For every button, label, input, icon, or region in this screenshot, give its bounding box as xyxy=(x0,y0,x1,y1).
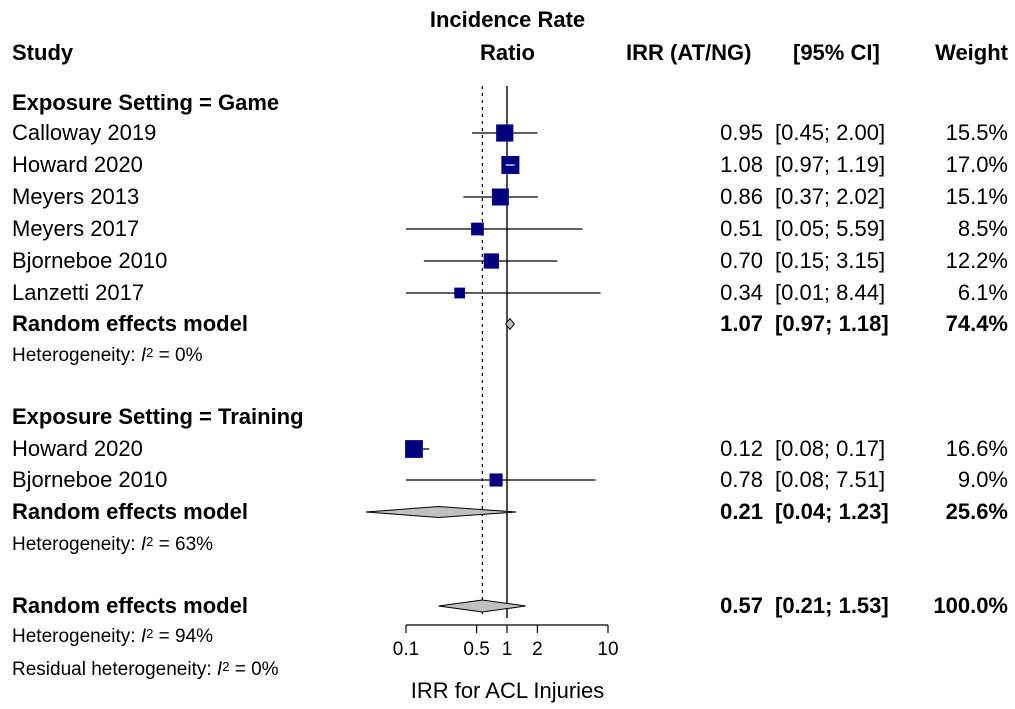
ci-value: [0.97; 1.19] xyxy=(775,152,886,177)
weight-value: 15.5% xyxy=(945,120,1008,145)
plot-title-line1: Incidence Rate xyxy=(429,7,586,32)
model-irr-value: 0.21 xyxy=(720,499,763,524)
weight-value: 15.1% xyxy=(945,184,1008,209)
x-tick-label: 1 xyxy=(502,639,513,660)
study-effect-box xyxy=(454,287,466,299)
x-tick-label: 0.5 xyxy=(463,639,489,660)
study-effect-box xyxy=(489,473,503,487)
study-effect-box xyxy=(471,222,484,236)
model-ci-value: [0.04; 1.23] xyxy=(775,499,889,524)
overall-ci-value: [0.21; 1.53] xyxy=(775,593,889,618)
irr-value: 0.95 xyxy=(720,120,763,145)
study-label: Bjorneboe 2010 xyxy=(12,248,168,273)
x-tick-label: 2 xyxy=(532,639,543,660)
model-weight-value: 25.6% xyxy=(945,499,1008,524)
subgroup-summary-diamond xyxy=(505,317,515,331)
study-label: Howard 2020 xyxy=(12,152,143,177)
weight-value: 12.2% xyxy=(945,248,1008,273)
irr-value: 0.51 xyxy=(720,216,763,241)
study-label: Meyers 2013 xyxy=(12,184,140,209)
heterogeneity-text: Heterogeneity: I2 = 63% xyxy=(12,534,214,555)
weight-value: 9.0% xyxy=(957,467,1008,492)
irr-value: 0.86 xyxy=(720,184,763,209)
overall-weight-value: 100.0% xyxy=(933,593,1008,618)
ci-value: [0.08; 7.51] xyxy=(775,467,886,492)
model-irr-value: 1.07 xyxy=(720,311,763,336)
overall-summary-diamond xyxy=(438,599,526,613)
x-tick-label: 10 xyxy=(597,639,618,660)
weight-value: 16.6% xyxy=(945,436,1008,461)
residual-heterogeneity-text: Residual heterogeneity: I2 = 0% xyxy=(12,659,279,680)
study-effect-box xyxy=(491,188,509,206)
ci-value: [0.05; 5.59] xyxy=(775,216,886,241)
study-effect-box xyxy=(483,253,499,269)
study-label: Calloway 2019 xyxy=(12,120,157,145)
weight-column-header: Weight xyxy=(935,40,1008,65)
weight-value: 17.0% xyxy=(945,152,1008,177)
group-label-training: Exposure Setting = Training xyxy=(12,404,304,429)
weight-value: 8.5% xyxy=(957,216,1008,241)
group-label-game: Exposure Setting = Game xyxy=(12,90,280,115)
irr-column-header: IRR (AT/NG) xyxy=(626,40,752,65)
study-effect-box xyxy=(496,124,514,142)
model-label: Random effects model xyxy=(12,311,248,336)
model-label: Random effects model xyxy=(12,499,248,524)
x-axis-label: IRR for ACL Injuries xyxy=(410,678,605,703)
subgroup-summary-diamond xyxy=(365,505,517,519)
model-weight-value: 74.4% xyxy=(945,311,1008,336)
overall-heterogeneity-text: Heterogeneity: I2 = 94% xyxy=(12,626,214,647)
overall-irr-value: 0.57 xyxy=(720,593,763,618)
study-label: Bjorneboe 2010 xyxy=(12,467,168,492)
heterogeneity-text: Heterogeneity: I2 = 0% xyxy=(12,345,203,366)
ci-value: [0.15; 3.15] xyxy=(775,248,886,273)
ci-value: [0.45; 2.00] xyxy=(775,120,886,145)
study-column-header: Study xyxy=(12,40,74,65)
study-label: Lanzetti 2017 xyxy=(12,280,145,305)
ci-value: [0.01; 8.44] xyxy=(775,280,886,305)
ci-value: [0.37; 2.02] xyxy=(775,184,886,209)
study-label: Meyers 2017 xyxy=(12,216,140,241)
model-ci-value: [0.97; 1.18] xyxy=(775,311,889,336)
irr-value: 0.34 xyxy=(720,280,763,305)
weight-value: 6.1% xyxy=(957,280,1008,305)
irr-value: 0.78 xyxy=(720,467,763,492)
plot-title-line2: Ratio xyxy=(480,40,535,65)
x-tick-label: 0.1 xyxy=(393,639,419,660)
ci-column-header: [95% CI] xyxy=(793,40,880,65)
study-label: Howard 2020 xyxy=(12,436,143,461)
ci-value: [0.08; 0.17] xyxy=(775,436,886,461)
irr-value: 0.70 xyxy=(720,248,763,273)
irr-value: 1.08 xyxy=(720,152,763,177)
irr-value: 0.12 xyxy=(720,436,763,461)
overall-model-label: Random effects model xyxy=(12,593,248,618)
study-effect-box xyxy=(405,440,423,458)
